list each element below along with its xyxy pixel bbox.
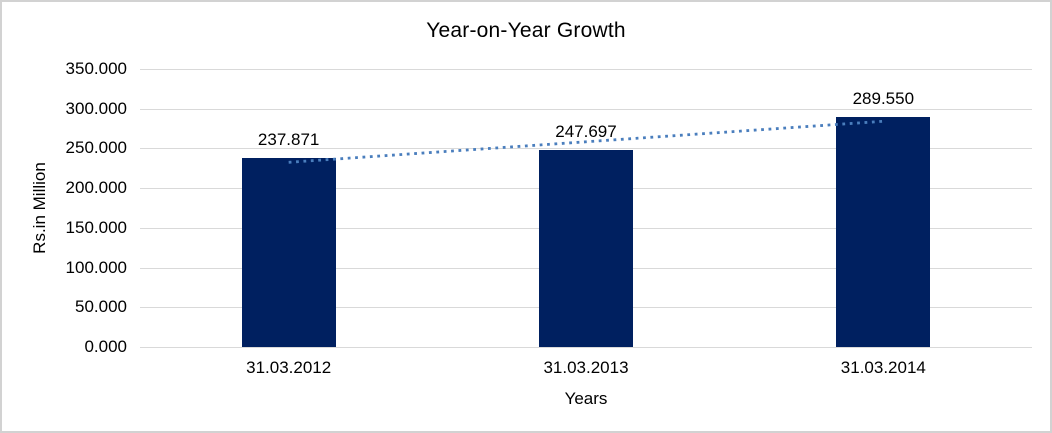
x-axis-title: Years [564, 389, 608, 408]
gridline [140, 108, 1032, 110]
data-label: 237.871 [257, 130, 320, 150]
chart-title: Year-on-Year Growth [426, 19, 626, 42]
x-tick-label: 31.03.2012 [246, 358, 332, 377]
data-label: 247.697 [555, 122, 617, 142]
bar [539, 150, 633, 347]
y-tick-label: 0.000 [84, 337, 127, 356]
bar [836, 117, 931, 347]
y-tick-label: 350.000 [65, 59, 127, 78]
x-tick-label: 31.03.2014 [840, 358, 926, 377]
y-tick-label: 300.000 [65, 98, 127, 118]
gridline [140, 69, 1032, 70]
bar [241, 158, 336, 347]
y-axis-title: Rs.in Million [30, 162, 49, 254]
y-tick-label: 200.000 [65, 178, 127, 198]
data-label: 289.550 [852, 89, 915, 108]
y-tick-label: 50.000 [75, 297, 127, 317]
y-tick-label: 250.000 [65, 138, 127, 158]
gridline [140, 347, 1032, 348]
x-tick-label: 31.03.2013 [543, 358, 629, 377]
y-tick-label: 100.000 [65, 257, 127, 277]
y-tick-label: 150.000 [65, 217, 127, 237]
